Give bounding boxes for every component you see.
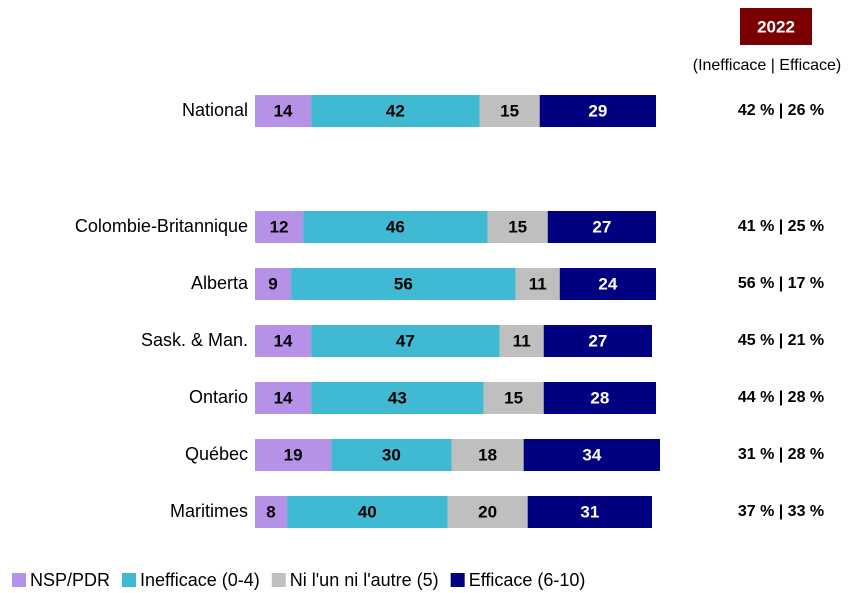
category-label: Alberta [191, 273, 249, 293]
value-label: 19 [284, 445, 303, 464]
summary-label: 41 % | 25 % [738, 218, 824, 235]
bar-segment [547, 211, 656, 243]
value-label: 14 [274, 388, 293, 407]
legend-swatch [271, 573, 286, 587]
bar-segment [559, 268, 656, 300]
legend-label: NSP/PDR [30, 570, 110, 590]
value-label: 31 [580, 502, 599, 521]
category-label: Colombie-Britannique [75, 216, 248, 236]
bar-segment [255, 325, 312, 357]
value-label: 40 [358, 502, 377, 521]
bar-segment [447, 496, 528, 528]
bar-segment [311, 382, 484, 414]
bar-segment [527, 496, 652, 528]
summary-label: 42 % | 26 % [738, 102, 824, 119]
category-label: Ontario [189, 387, 248, 407]
bar-segment [255, 496, 288, 528]
value-label: 24 [598, 274, 617, 293]
bar-segment [311, 95, 480, 127]
summary-label: 56 % | 17 % [738, 275, 824, 292]
bar-segment [523, 439, 661, 471]
bar-segment [543, 325, 652, 357]
subtitle: (Inefficace | Efficace) [693, 57, 842, 74]
bar-segment [291, 268, 516, 300]
bar-segment [287, 496, 448, 528]
value-label: 27 [588, 331, 607, 350]
bar-segment [539, 95, 656, 127]
value-label: 8 [266, 502, 275, 521]
bar-segment [255, 382, 312, 414]
legend-swatch [450, 573, 465, 587]
value-label: 15 [508, 217, 527, 236]
bar-segment [255, 211, 304, 243]
bar-segment [303, 211, 488, 243]
value-label: 30 [382, 445, 401, 464]
summary-label: 31 % | 28 % [738, 446, 824, 463]
summary-label: 45 % | 21 % [738, 332, 824, 349]
value-label: 15 [500, 101, 519, 120]
legend-label: Efficace (6-10) [469, 570, 586, 590]
value-label: 11 [513, 331, 531, 350]
category-label: Sask. & Man. [141, 330, 248, 350]
legend-swatch [122, 573, 137, 587]
value-label: 28 [590, 388, 609, 407]
bar-segment [483, 382, 544, 414]
category-label: Québec [185, 444, 248, 464]
legend-label: Ni l'un ni l'autre (5) [290, 570, 439, 590]
value-label: 42 [386, 101, 405, 120]
value-label: 56 [394, 274, 413, 293]
legend-swatch [12, 573, 26, 587]
bar-segment [479, 95, 540, 127]
value-label: 14 [274, 101, 293, 120]
bar-segment [255, 268, 292, 300]
value-label: 29 [588, 101, 607, 120]
bar-segment [499, 325, 544, 357]
summary-label: 37 % | 33 % [738, 503, 824, 520]
value-label: 43 [388, 388, 407, 407]
value-label: 47 [396, 331, 415, 350]
bar-segment [515, 268, 560, 300]
header-box [740, 8, 812, 45]
value-label: 34 [582, 445, 601, 464]
bar-segment [451, 439, 524, 471]
value-label: 18 [478, 445, 497, 464]
header: 2022 [757, 17, 795, 36]
category-label: National [182, 100, 248, 120]
value-label: 12 [270, 217, 289, 236]
value-label: 9 [268, 274, 277, 293]
bar-segment [331, 439, 452, 471]
bar-segment [255, 439, 332, 471]
value-label: 27 [592, 217, 611, 236]
bar-segment [311, 325, 500, 357]
bar-segment [543, 382, 656, 414]
category-label: Maritimes [170, 501, 248, 521]
value-label: 11 [529, 274, 547, 293]
value-label: 15 [504, 388, 523, 407]
bar-segment [487, 211, 548, 243]
value-label: 20 [478, 502, 497, 521]
bar-segment [255, 95, 312, 127]
value-label: 46 [386, 217, 405, 236]
summary-label: 44 % | 28 % [738, 389, 824, 406]
value-label: 14 [274, 331, 293, 350]
legend-label: Inefficace (0-4) [140, 570, 260, 590]
